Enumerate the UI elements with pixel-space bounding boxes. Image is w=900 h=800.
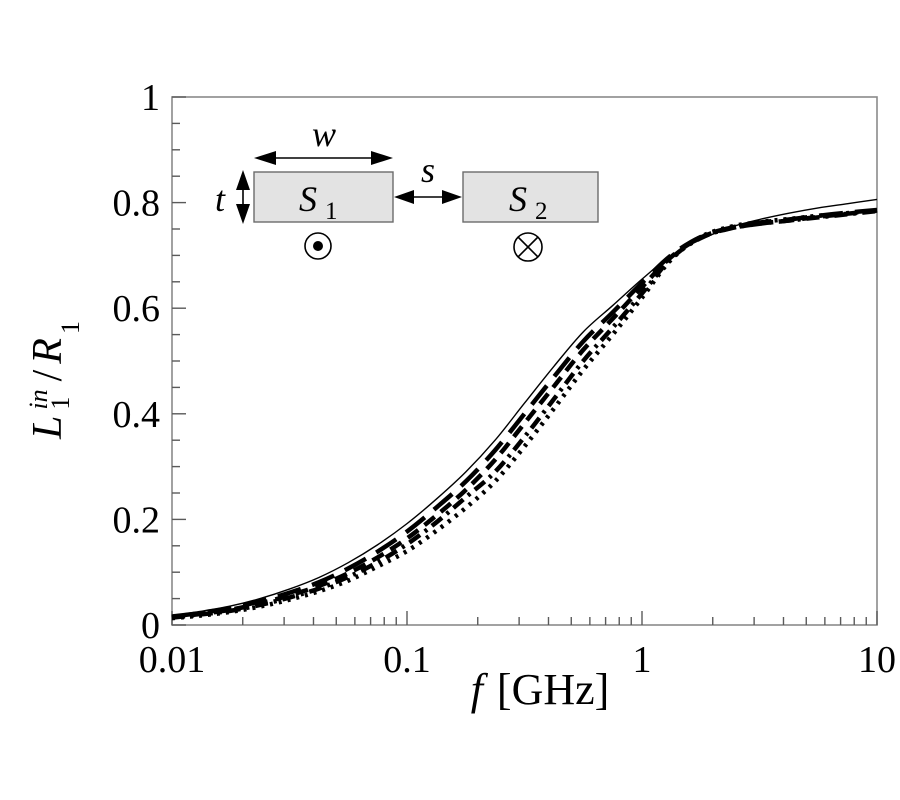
conductor-s2-bar	[462, 171, 599, 223]
y-tick-label: 0.2	[113, 499, 161, 541]
x-tick-label: 0.1	[383, 639, 431, 681]
conductor-s1-bar	[253, 171, 394, 223]
width-label: w	[312, 114, 336, 154]
curve-long-dash	[171, 207, 878, 619]
ylabel-denominator-subscript: 1	[56, 321, 85, 335]
conductor-s2-subscript: 2	[535, 198, 548, 225]
axis-ticks: 0.01 0.1 1 10 0 0.2 0.4 0.6 0.8 1	[113, 77, 897, 681]
x-tick-label: 1	[633, 639, 652, 681]
current-into-plane-icon	[513, 232, 543, 262]
x-axis-unit: [GHz]	[496, 665, 610, 714]
x-tick-label: 10	[858, 639, 896, 681]
ylabel-slash: /	[25, 369, 71, 382]
thickness-dimension-arrow	[236, 170, 250, 224]
x-axis-label: f [GHz]	[420, 664, 660, 715]
ylabel-numerator: L	[25, 415, 71, 439]
spacing-label: s	[421, 150, 435, 190]
conductor-s1-label: S	[299, 179, 317, 219]
thickness-label: t	[215, 179, 226, 219]
current-out-of-plane-icon	[304, 232, 332, 260]
conductor-s1-subscript: 1	[325, 198, 338, 225]
y-tick-label: 0.4	[113, 394, 161, 436]
curve-solid	[171, 198, 878, 617]
ylabel-denominator: R	[25, 338, 71, 364]
ylabel-numerator-scripts: in 1	[23, 389, 75, 410]
y-tick-label: 1	[141, 77, 160, 119]
x-axis-variable: f	[470, 665, 483, 714]
spacing-dimension-arrow	[394, 190, 462, 204]
x-tick-label: 0.01	[139, 639, 206, 681]
conductor-s2-label: S	[509, 179, 527, 219]
y-axis-label: L in 1 / R 1	[20, 240, 85, 520]
width-dimension-arrow	[254, 151, 393, 165]
y-tick-label: 0.6	[113, 288, 161, 330]
y-tick-label: 0.8	[113, 183, 161, 225]
curve-group	[171, 198, 878, 621]
curve-dotted	[171, 208, 878, 621]
inset-diagram: w s t S 1 S 2	[215, 114, 599, 262]
curve-short-dash	[171, 208, 878, 620]
y-tick-label: 0	[141, 605, 160, 647]
